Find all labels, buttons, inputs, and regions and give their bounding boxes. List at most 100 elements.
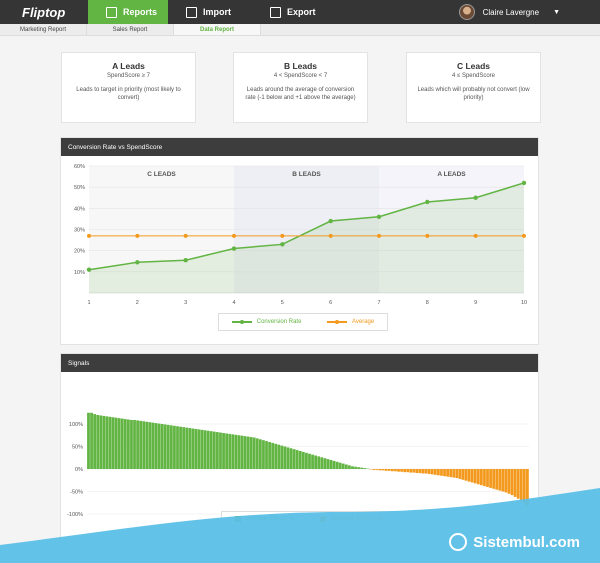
negative-effect-bar — [513, 469, 517, 497]
positive-effect-bar — [90, 412, 93, 469]
positive-effect-bar — [240, 435, 244, 469]
negative-effect-bar — [522, 469, 526, 504]
negative-effect-bar — [384, 469, 388, 471]
nav-tab-import[interactable]: Import — [168, 0, 258, 24]
negative-effect-bar — [421, 469, 425, 474]
negative-effect-bar — [443, 469, 446, 477]
positive-effect-bar — [219, 432, 222, 469]
legend-item-negative[interactable]: Negative Effects % — [320, 516, 382, 522]
negative-effect-bar — [440, 469, 443, 476]
positive-effect-bar — [176, 426, 179, 469]
negative-effect-bar — [504, 469, 508, 493]
positive-effect-bar — [188, 428, 192, 469]
negative-effect-bar — [415, 469, 419, 474]
conversion-chart: C LEADS B LEADS A LEADS 10% 20% 30% 40% 50% 60% 1… — [74, 164, 527, 306]
positive-effect-bar — [206, 430, 210, 469]
positive-effect-bar — [87, 412, 90, 469]
negative-effect-bar — [479, 469, 483, 486]
average-point — [377, 233, 381, 238]
legend-label: Average — [351, 319, 375, 325]
positive-effect-bar — [301, 451, 305, 469]
nav-tab-import-label: Import — [203, 7, 231, 17]
legend-item-conversion-rate[interactable]: Conversion Rate — [231, 319, 302, 325]
y-tick-label: 10% — [74, 270, 85, 276]
positive-effect-bar — [234, 434, 238, 469]
card-title: B Leads — [283, 61, 318, 71]
positive-effect-bar — [246, 436, 250, 469]
card-title: C Leads — [456, 61, 491, 71]
positive-effect-bar — [120, 418, 124, 469]
y-tick-label: 50% — [74, 185, 85, 191]
positive-effect-bar — [148, 422, 152, 469]
zone-label: B LEADS — [292, 171, 321, 178]
conversion-rate-point — [473, 195, 478, 200]
conversion-rate-point — [376, 214, 382, 219]
conversion-rate-point — [86, 267, 92, 272]
x-tick-label: 9 — [474, 300, 477, 306]
x-tick-label: 6 — [329, 300, 332, 306]
negative-effect-bar — [510, 469, 514, 496]
subtab-marketing-report[interactable]: Marketing Report — [0, 24, 87, 35]
positive-effect-bar — [320, 457, 324, 469]
positive-effect-bar — [203, 430, 207, 469]
positive-effect-bar — [114, 417, 118, 469]
negative-effect-bar — [489, 469, 492, 488]
positive-effect-bar — [305, 452, 308, 469]
negative-effect-bar — [455, 469, 459, 478]
negative-effect-bar — [430, 469, 434, 475]
negative-effect-bar — [476, 469, 480, 485]
signals-legend: Positive Effects % Negative Effects % — [221, 511, 396, 527]
conversion-rate-point — [280, 242, 285, 247]
average-point — [425, 233, 430, 238]
nav-tab-reports[interactable]: Reports — [88, 0, 168, 24]
chevron-down-icon: ▼ — [553, 8, 560, 16]
panel-title: Conversion Rate vs SpendScore — [61, 138, 538, 156]
positive-effect-bar — [93, 414, 97, 469]
positive-effect-bar — [169, 425, 173, 469]
watermark-text: Sistembul.com — [473, 533, 580, 551]
legend-swatch — [231, 320, 252, 324]
user-name: Claire Lavergne — [482, 7, 540, 17]
negative-effect-bar — [470, 469, 474, 483]
conversion-rate-point — [328, 218, 333, 224]
legend-swatch — [320, 516, 327, 522]
positive-effect-bar — [258, 439, 262, 469]
y-tick-label: 100% — [69, 422, 83, 428]
negative-effect-bar — [375, 469, 379, 470]
negative-effect-bar — [526, 469, 529, 506]
positive-effect-bar — [102, 415, 106, 469]
legend-swatch — [235, 516, 242, 522]
negative-effect-bar — [452, 469, 456, 478]
card-description: Leads around the average of conversion r… — [245, 87, 356, 101]
y-tick-label: 30% — [74, 228, 85, 234]
subtab-sales-report[interactable]: Sales Report — [87, 24, 174, 35]
positive-effect-bar — [265, 441, 268, 469]
signals-panel: Signals 100% 50% 0% -50% -100% Positive Effe… — [60, 353, 539, 543]
positive-effect-bar — [127, 419, 130, 469]
card-description: Leads which will probably not convert (l… — [417, 87, 530, 101]
negative-effect-bar — [486, 469, 489, 487]
positive-effect-bar — [216, 432, 219, 469]
positive-effect-bar — [139, 420, 143, 469]
x-tick-label: 8 — [426, 300, 429, 306]
subtab-data-report[interactable]: Data Report — [174, 24, 261, 35]
positive-effect-bar — [354, 466, 357, 469]
x-tick-label: 1 — [87, 300, 90, 306]
negative-effect-bar — [501, 469, 505, 492]
user-menu[interactable]: Claire Lavergne ▼ — [458, 4, 600, 20]
nav-tab-export-label: Export — [287, 7, 316, 17]
conversion-rate-point — [135, 260, 140, 265]
positive-effect-bar — [157, 423, 161, 469]
nav-tab-export[interactable]: Export — [258, 0, 348, 24]
legend-swatch — [326, 320, 347, 324]
negative-effect-bar — [390, 469, 394, 472]
app-logo[interactable]: Fliptop — [22, 4, 66, 20]
negative-effect-bar — [403, 469, 407, 473]
legend-item-average[interactable]: Average — [326, 319, 375, 325]
negative-effect-bar — [437, 469, 440, 476]
legend-label: Conversion Rate — [256, 319, 302, 325]
positive-effect-bar — [166, 424, 170, 469]
positive-effect-bar — [231, 434, 235, 469]
legend-item-positive[interactable]: Positive Effects % — [235, 516, 294, 522]
x-tick-label: 5 — [281, 300, 284, 306]
